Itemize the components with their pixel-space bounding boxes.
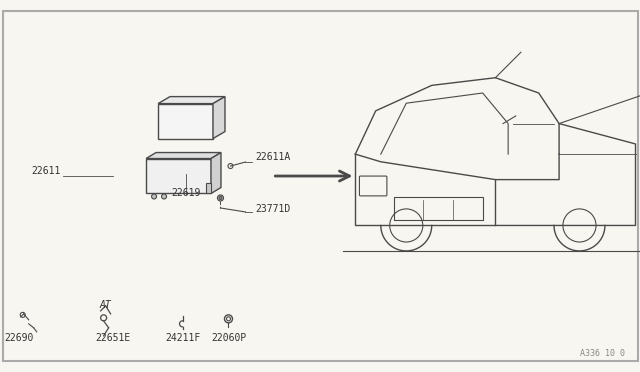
- FancyBboxPatch shape: [158, 103, 213, 138]
- Polygon shape: [146, 153, 221, 158]
- Circle shape: [152, 194, 157, 199]
- Polygon shape: [213, 97, 225, 138]
- FancyBboxPatch shape: [206, 183, 211, 193]
- FancyBboxPatch shape: [146, 158, 211, 193]
- Text: 22060P: 22060P: [211, 333, 246, 343]
- Circle shape: [219, 196, 222, 199]
- Text: 22651E: 22651E: [95, 333, 130, 343]
- Text: 24211F: 24211F: [165, 333, 200, 343]
- Text: 22690: 22690: [4, 333, 33, 343]
- Text: AT: AT: [100, 300, 111, 310]
- Circle shape: [161, 194, 166, 199]
- Text: 22611: 22611: [31, 166, 61, 176]
- Polygon shape: [158, 97, 225, 103]
- Text: 23771D: 23771D: [255, 204, 291, 214]
- Text: A336 10 0: A336 10 0: [580, 349, 625, 358]
- FancyBboxPatch shape: [3, 11, 638, 361]
- Polygon shape: [211, 153, 221, 193]
- Text: 22619: 22619: [171, 188, 200, 198]
- Text: 22611A: 22611A: [255, 152, 291, 162]
